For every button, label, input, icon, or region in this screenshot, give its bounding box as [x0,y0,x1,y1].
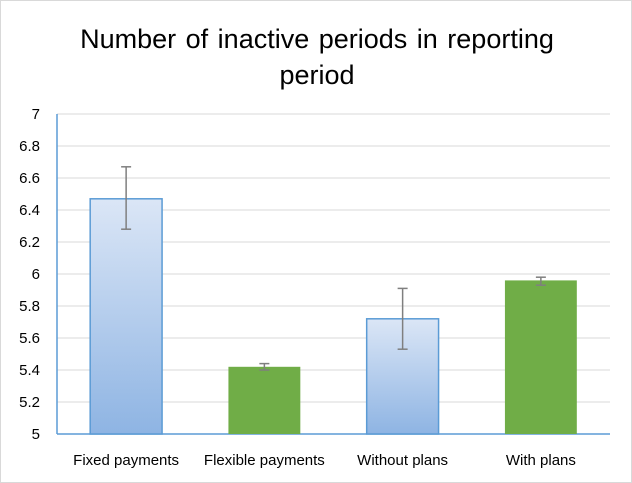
error-bars [121,166,546,371]
x-category-label: With plans [506,452,576,469]
y-tick-label: 5.2 [19,394,40,411]
bar-with-plans [504,280,577,434]
y-tick-label: 7 [32,106,40,123]
y-tick-label: 5 [32,426,40,443]
y-tick-label: 6.2 [19,234,40,251]
y-tick-label: 6.4 [19,202,40,219]
bar-fixed-payments [89,198,163,435]
labels: 5 5.2 5.4 5.6 5.8 6 6.2 6.4 6.6 6.8 7 Fixed payment… [19,106,576,469]
bars [89,198,577,435]
x-category-label: Fixed payments [73,452,179,469]
y-tick-label: 5.8 [19,298,40,315]
y-tick-label: 5.6 [19,330,40,347]
y-tick-label: 6.6 [19,170,40,187]
y-tick-label: 6 [32,266,40,283]
chart-title: Number of inactive periods in reporting … [80,24,554,90]
x-category-label: Flexible payments [204,452,325,469]
y-tick-label: 5.4 [19,362,40,379]
y-tick-label: 6.8 [19,138,40,155]
bar-flexible-payments [228,366,301,434]
x-category-label: Without plans [357,452,448,469]
